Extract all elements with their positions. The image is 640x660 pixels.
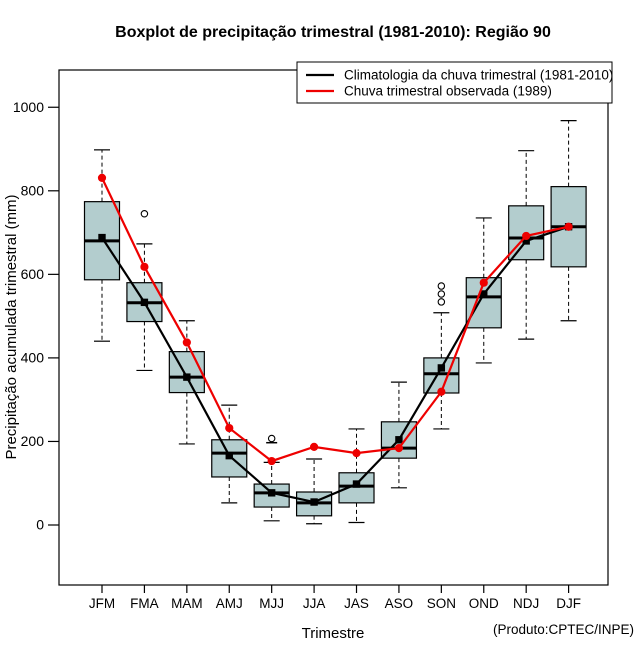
observed-point (97, 173, 107, 182)
x-tick-label: SON (427, 596, 456, 611)
observed-point (564, 222, 573, 231)
climatology-point (98, 233, 106, 242)
x-tick-label: DJF (556, 596, 581, 611)
climatology-point (140, 298, 149, 307)
footer-note: (Produto:CPTEC/INPE) (493, 622, 634, 637)
x-tick-label: ASO (385, 596, 414, 611)
observed-point (522, 231, 531, 241)
legend-label-climatology: Climatologia da chuva trimestral (1981-2… (344, 68, 613, 83)
legend-frame (296, 61, 613, 104)
outlier-point (437, 298, 446, 306)
observed-point (182, 338, 191, 347)
climatology-point (310, 498, 318, 506)
observed-point (437, 387, 446, 396)
climatology-point (437, 364, 446, 372)
legend-label-observed: Chuva trimestral observada (1989) (344, 84, 552, 99)
observed-line (101, 177, 569, 463)
y-tick-label: 1000 (13, 99, 44, 115)
x-tick-label: JJA (303, 596, 326, 611)
y-axis-title: Precipitação acumulada trimestral (mm) (3, 194, 20, 459)
observed-point (352, 449, 361, 458)
climatology-point (352, 480, 361, 488)
climatology-point (522, 237, 530, 245)
chart-title: Boxplot de precipitação trimestral (1981… (115, 24, 551, 41)
observed-point (479, 278, 488, 287)
outlier-point (437, 290, 446, 298)
plot-content: 0 200 400 600 800 1000 JFM FMA MAM AMJ MJJ JJA JAS AS… (13, 99, 587, 611)
observed-point (309, 442, 319, 451)
outlier-point (437, 282, 446, 290)
y-tick-label: 200 (21, 433, 45, 449)
box-MAM (168, 351, 205, 394)
climatology-line (101, 225, 569, 504)
x-tick-label: FMA (130, 596, 159, 611)
outlier-point (140, 210, 149, 218)
y-tick-label: 600 (21, 266, 45, 282)
observed-point (394, 444, 404, 453)
x-tick-label: AMJ (216, 596, 243, 611)
x-tick-label: MAM (171, 596, 203, 611)
plot-frame (58, 69, 609, 586)
y-tick-label: 800 (21, 182, 45, 198)
x-tick-label: NDJ (513, 596, 539, 611)
x-tick-label: MJJ (259, 596, 284, 611)
y-tick-label: 400 (21, 349, 45, 365)
observed-point (267, 456, 276, 466)
x-axis-title: Trimestre (302, 625, 365, 642)
observed-point (140, 262, 149, 271)
climatology-point (225, 451, 233, 460)
outlier-point (267, 434, 276, 443)
climatology-point (183, 373, 191, 381)
climatology-point (480, 290, 488, 298)
box-JAS (338, 472, 375, 504)
climatology-point (395, 436, 403, 444)
observed-point (225, 423, 234, 433)
climatology-point (267, 489, 276, 497)
legend: Climatologia da chuva trimestral (1981-2… (296, 61, 613, 104)
y-tick-label: 0 (36, 517, 44, 533)
x-tick-label: OND (469, 596, 499, 611)
x-tick-label: JFM (89, 596, 115, 611)
x-tick-label: JAS (344, 596, 369, 611)
